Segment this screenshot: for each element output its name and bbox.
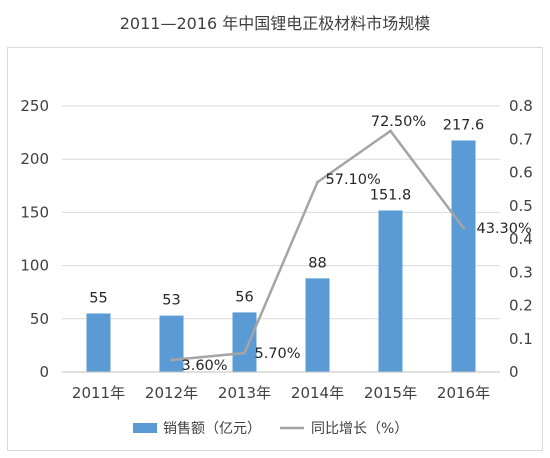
line-data-label: 3.60%	[182, 358, 228, 374]
bar-data-label: 217.6	[443, 117, 485, 133]
x-tick-label: 2011年	[72, 384, 125, 402]
growth-point	[316, 180, 319, 184]
growth-point	[170, 358, 173, 362]
y-left-tick-label: 150	[20, 203, 49, 221]
growth-point	[243, 351, 246, 355]
legend-line-label: 同比增长（%）	[311, 421, 408, 437]
line-data-label: 43.30%	[477, 221, 532, 237]
y-left-tick-label: 100	[20, 257, 49, 275]
y-right-tick-label: 0.4	[509, 230, 533, 248]
x-tick-label: 2012年	[145, 384, 198, 402]
y-right-tick-label: 0	[509, 363, 519, 381]
bar	[305, 278, 330, 372]
bar-data-label: 88	[308, 255, 326, 271]
line-data-label: 72.50%	[371, 114, 426, 130]
y-right-tick-label: 0.7	[509, 130, 533, 148]
y-right-tick-label: 0.5	[509, 197, 533, 215]
bar	[451, 140, 476, 372]
line-data-label: 57.10%	[326, 172, 381, 188]
bar-data-label: 53	[162, 293, 180, 309]
bar	[232, 312, 257, 372]
y-right-tick-label: 0.8	[509, 97, 533, 115]
bar-data-label: 56	[235, 289, 253, 305]
bar	[86, 313, 111, 372]
legend-bar-label: 销售额（亿元）	[163, 421, 261, 437]
y-right-tick-label: 0.3	[509, 263, 533, 281]
line-data-label: 5.70%	[255, 346, 301, 362]
y-right-tick-label: 0.1	[509, 330, 533, 348]
legend-bar-swatch	[133, 423, 157, 433]
x-tick-label: 2014年	[291, 384, 344, 402]
chart-title: 2011—2016 年中国锂电正极材料市场规模	[119, 14, 431, 33]
x-tick-label: 2013年	[218, 384, 271, 402]
bar	[159, 315, 184, 372]
growth-point	[389, 129, 392, 133]
y-left-tick-label: 0	[39, 363, 49, 381]
y-left-tick-label: 200	[20, 150, 49, 168]
bar-data-label: 55	[89, 290, 107, 306]
y-right-tick-label: 0.2	[509, 297, 533, 315]
bar-data-label: 151.8	[370, 187, 412, 203]
bar	[378, 210, 403, 372]
x-tick-label: 2015年	[364, 384, 417, 402]
growth-point	[462, 226, 465, 230]
y-left-tick-label: 250	[20, 97, 49, 115]
y-right-tick-label: 0.6	[509, 164, 533, 182]
x-tick-label: 2016年	[437, 384, 490, 402]
chart-frame	[7, 47, 543, 451]
y-left-tick-label: 50	[30, 310, 49, 328]
